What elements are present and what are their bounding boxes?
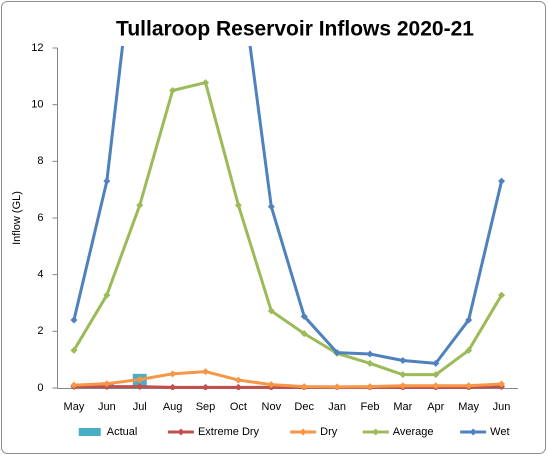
point-marker	[234, 376, 242, 384]
point-marker	[169, 87, 177, 94]
point-marker	[202, 79, 210, 87]
point-marker	[399, 357, 407, 365]
x-tick-label: Feb	[360, 401, 379, 413]
y-axis-label: Inflow (GL)	[11, 191, 23, 245]
x-tick-label: Jun	[98, 401, 116, 413]
point-marker	[432, 382, 440, 390]
x-tick-label: Aug	[163, 401, 183, 413]
point-marker	[103, 291, 111, 299]
point-marker	[70, 381, 78, 389]
legend-marker	[299, 428, 307, 436]
point-marker	[70, 316, 78, 324]
x-tick-label: May	[458, 401, 479, 413]
point-marker	[399, 371, 407, 379]
x-tick-label: Nov	[262, 401, 282, 413]
point-marker	[432, 359, 440, 367]
legend-label: Wet	[490, 426, 509, 438]
series-line	[73, 385, 502, 389]
legend-label: Extreme Dry	[198, 426, 260, 438]
point-marker	[103, 380, 111, 388]
x-tick-label: Mar	[393, 401, 412, 413]
series-line	[72, 81, 503, 377]
legend-label: Average	[393, 426, 434, 438]
point-marker	[498, 177, 506, 185]
point-marker	[432, 371, 440, 379]
point-marker	[136, 383, 144, 390]
point-marker	[399, 382, 407, 390]
point-marker	[300, 330, 308, 338]
y-tick-label: 2	[37, 325, 43, 337]
series-line	[72, 46, 504, 365]
point-marker	[498, 380, 506, 388]
point-marker	[136, 376, 144, 383]
point-marker	[300, 383, 308, 390]
point-marker	[202, 368, 210, 376]
point-marker	[267, 307, 275, 315]
point-marker	[333, 349, 341, 357]
point-marker	[366, 383, 374, 390]
point-marker	[465, 316, 473, 324]
point-marker	[234, 201, 242, 209]
point-marker	[267, 381, 275, 389]
series-line	[73, 370, 502, 389]
legend-label: Dry	[320, 426, 338, 438]
point-marker	[267, 203, 275, 211]
y-tick-label: 8	[37, 155, 43, 167]
point-marker	[234, 383, 242, 390]
point-marker	[300, 312, 308, 320]
point-marker	[136, 201, 144, 209]
point-marker	[465, 382, 473, 390]
point-marker	[366, 350, 374, 358]
legend-label: Actual	[107, 426, 138, 438]
legend-marker	[372, 428, 380, 436]
point-marker	[103, 177, 111, 185]
point-marker	[465, 346, 473, 354]
point-marker	[498, 291, 506, 299]
x-tick-label: Apr	[427, 401, 444, 413]
y-tick-label: 10	[31, 99, 43, 111]
legend-swatch	[78, 428, 101, 436]
x-tick-label: Jan	[328, 401, 346, 413]
x-tick-label: Dec	[294, 401, 314, 413]
x-tick-label: Jul	[133, 401, 147, 413]
plot-area	[70, 46, 506, 390]
x-tick-label: May	[64, 401, 85, 413]
legend-marker	[469, 428, 477, 436]
point-marker	[333, 383, 341, 390]
x-tick-label: Oct	[230, 401, 247, 413]
y-tick-label: 6	[37, 212, 43, 224]
legend-marker	[177, 428, 185, 436]
point-marker	[366, 359, 374, 367]
x-tick-label: Sep	[196, 401, 216, 413]
y-tick-label: 12	[31, 42, 43, 54]
chart-title: Tullaroop Reservoir Inflows 2020-21	[116, 18, 474, 41]
point-marker	[70, 346, 78, 354]
y-tick-label: 4	[37, 269, 43, 281]
point-marker	[169, 370, 177, 378]
point-marker	[202, 383, 210, 390]
y-tick-label: 0	[37, 382, 43, 394]
point-marker	[169, 383, 177, 390]
x-tick-label: Jun	[493, 401, 511, 413]
